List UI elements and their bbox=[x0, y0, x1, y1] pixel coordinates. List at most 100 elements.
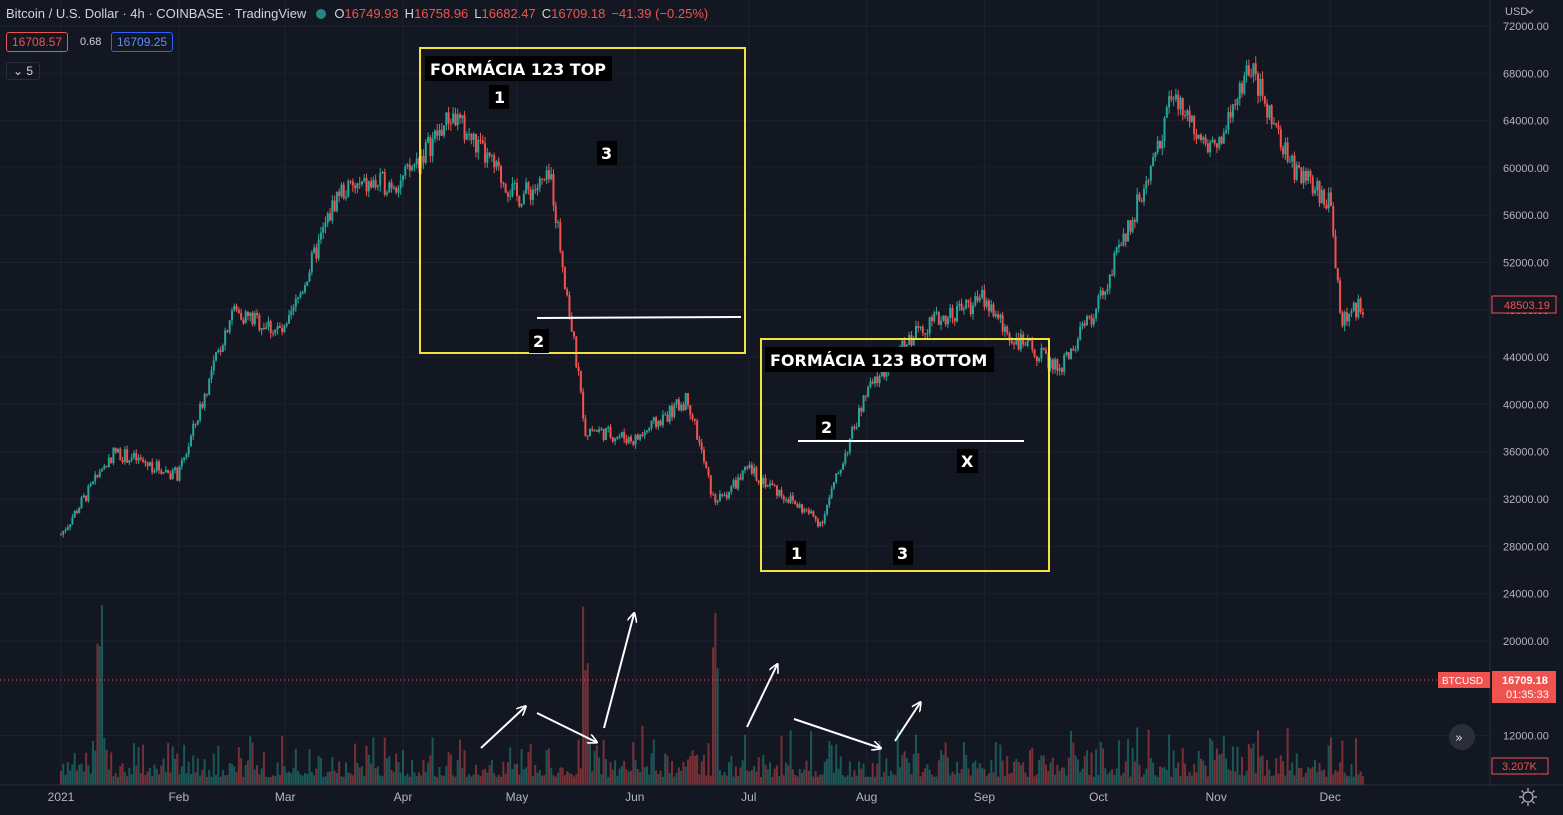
volume-bar bbox=[322, 776, 325, 785]
volume-bar bbox=[1195, 772, 1198, 785]
volume-bar bbox=[324, 776, 327, 785]
buy-button[interactable]: 16709.25 bbox=[111, 32, 174, 52]
candle-body bbox=[1174, 94, 1177, 99]
candle-body bbox=[1149, 166, 1152, 181]
candle-body bbox=[1060, 368, 1063, 372]
volume-bar bbox=[237, 747, 240, 785]
volume-bar bbox=[962, 742, 965, 785]
volume-bar bbox=[91, 740, 94, 785]
candle-body bbox=[541, 178, 544, 180]
volume-bar bbox=[504, 773, 507, 785]
volume-bar bbox=[288, 771, 290, 785]
volume-bar bbox=[251, 742, 254, 785]
candle-body bbox=[490, 155, 493, 157]
candle-body bbox=[691, 415, 694, 419]
candle-body bbox=[1179, 97, 1182, 110]
volume-bar bbox=[908, 763, 911, 785]
volume-bar bbox=[219, 776, 222, 785]
volume-bar bbox=[244, 764, 247, 785]
volume-bar bbox=[702, 754, 705, 785]
settings-gear-icon[interactable] bbox=[1519, 788, 1537, 806]
candle-body bbox=[500, 166, 503, 183]
volume-bar bbox=[89, 773, 92, 785]
volume-bar bbox=[600, 774, 603, 785]
volume-bar bbox=[1154, 775, 1157, 785]
candle-body bbox=[142, 459, 145, 462]
volume-bar bbox=[438, 767, 441, 785]
volume-bar bbox=[1054, 774, 1057, 785]
time-axis[interactable]: 2021 Feb Mar Apr May Jun Jul Aug Sep Oct Nov Dec bbox=[48, 790, 1341, 804]
volume-bar bbox=[659, 770, 662, 785]
scroll-to-realtime-button[interactable] bbox=[1449, 724, 1475, 750]
candle-body bbox=[1275, 123, 1278, 126]
candle-body bbox=[299, 293, 302, 298]
candle-body bbox=[360, 181, 363, 185]
volume-bar bbox=[764, 764, 767, 785]
candle-body bbox=[1339, 280, 1342, 313]
volume-bar bbox=[525, 767, 528, 785]
volume-bar bbox=[64, 774, 67, 785]
candle-body bbox=[126, 449, 129, 463]
candle-body bbox=[306, 281, 309, 286]
volume-bar bbox=[958, 773, 961, 785]
candle-body bbox=[600, 428, 603, 430]
candle-body bbox=[810, 511, 813, 514]
currency-label[interactable]: USD bbox=[1505, 6, 1528, 18]
volume-bar bbox=[1015, 758, 1018, 785]
volume-bar bbox=[1311, 766, 1314, 785]
price-axis[interactable]: 72000.00 68000.00 64000.00 60000.00 56000.00… bbox=[1503, 21, 1549, 743]
volume-bar bbox=[169, 772, 172, 785]
volume-bar bbox=[456, 760, 459, 785]
volume-bar bbox=[132, 743, 135, 785]
volume-bar bbox=[345, 762, 347, 785]
volume-bar bbox=[933, 776, 936, 785]
candle-body bbox=[522, 193, 525, 204]
volume-bar bbox=[734, 766, 737, 785]
candle-body bbox=[1245, 65, 1248, 76]
bottom-pattern-title: FORMÁCIA 123 BOTTOM bbox=[770, 351, 987, 370]
spread-value: 0.68 bbox=[80, 36, 102, 48]
volume-bar bbox=[1288, 770, 1291, 785]
candle-body bbox=[844, 453, 847, 464]
volume-bar bbox=[987, 773, 990, 785]
candle-body bbox=[1229, 112, 1232, 118]
candle-body bbox=[969, 302, 972, 314]
candle-body bbox=[538, 178, 541, 188]
candle-body bbox=[335, 191, 338, 212]
symbol-header[interactable]: Bitcoin / U.S. Dollar · 4h · COINBASE · … bbox=[6, 6, 708, 21]
candle-body bbox=[290, 310, 293, 316]
candle-body bbox=[281, 327, 284, 333]
candle-body bbox=[750, 464, 753, 474]
candle-body bbox=[604, 428, 607, 440]
candle-body bbox=[511, 183, 514, 196]
indicators-toggle[interactable]: ⌄ 5 bbox=[6, 62, 41, 80]
candle-body bbox=[1165, 107, 1168, 118]
candle-body bbox=[994, 314, 997, 317]
candle-body bbox=[1186, 110, 1189, 116]
candle-body bbox=[737, 477, 740, 489]
candle-body bbox=[579, 370, 582, 392]
volume-bar bbox=[415, 776, 418, 785]
candle-body bbox=[1115, 247, 1118, 253]
candle-body bbox=[449, 123, 452, 125]
chevron-down-icon[interactable] bbox=[1526, 9, 1534, 14]
double-chevron-right-icon[interactable]: » bbox=[1455, 731, 1463, 746]
candle-body bbox=[158, 461, 161, 471]
volume-bar bbox=[240, 758, 243, 785]
candle-body bbox=[636, 434, 639, 440]
volume-bar bbox=[221, 769, 224, 785]
volume-bar bbox=[1097, 774, 1100, 785]
volume-bar bbox=[370, 763, 373, 785]
candle-body bbox=[226, 330, 229, 333]
candle-body bbox=[313, 247, 316, 253]
volume-bar bbox=[595, 745, 598, 785]
candle-body bbox=[787, 499, 790, 503]
volume-bar bbox=[739, 767, 742, 785]
symbol-title[interactable]: Bitcoin / U.S. Dollar · 4h · COINBASE · … bbox=[6, 6, 307, 21]
volume-bar bbox=[1161, 767, 1164, 785]
close-value: 16709.18 bbox=[551, 6, 606, 21]
candle-body bbox=[942, 315, 945, 321]
sell-button[interactable]: 16708.57 bbox=[6, 32, 69, 52]
candle-body bbox=[627, 436, 630, 444]
